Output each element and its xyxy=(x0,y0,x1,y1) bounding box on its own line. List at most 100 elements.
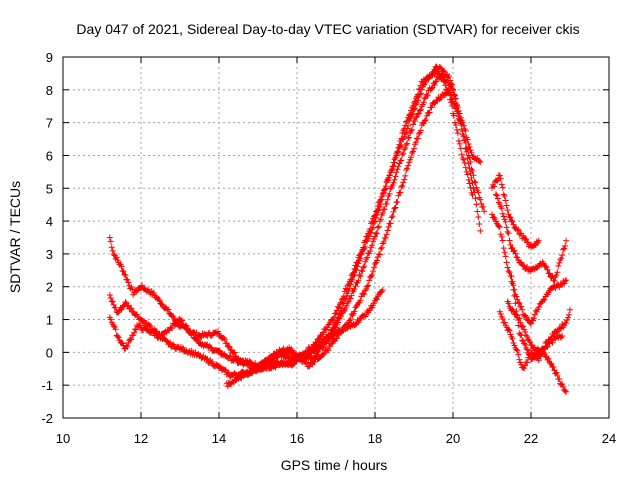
data-point xyxy=(505,211,512,218)
data-point xyxy=(184,325,191,332)
data-point xyxy=(399,151,406,158)
y-axis-label: SDTVAR / TECUs xyxy=(7,181,23,293)
x-axis-label: GPS time / hours xyxy=(281,457,388,473)
data-point xyxy=(334,314,341,321)
data-point xyxy=(497,231,504,238)
data-point xyxy=(110,251,117,258)
x-tick-label: 22 xyxy=(524,431,538,446)
data-point xyxy=(561,280,568,287)
data-point xyxy=(513,308,520,315)
data-point xyxy=(567,306,573,313)
data-point xyxy=(410,121,417,128)
data-point xyxy=(537,349,544,356)
data-point xyxy=(397,157,404,164)
data-point xyxy=(431,100,438,107)
data-point xyxy=(124,343,131,350)
data-point xyxy=(522,341,529,348)
data-point xyxy=(467,147,474,154)
data-point xyxy=(349,276,356,283)
data-point xyxy=(414,91,421,98)
data-point xyxy=(415,130,422,137)
data-point xyxy=(529,354,536,361)
data-point xyxy=(328,335,335,342)
data-point xyxy=(208,332,215,339)
data-point xyxy=(515,322,522,329)
data-point xyxy=(230,350,237,357)
data-point xyxy=(108,244,115,251)
data-point xyxy=(524,346,531,353)
data-point xyxy=(324,324,331,331)
data-point xyxy=(563,237,570,244)
data-point xyxy=(163,337,170,344)
data-point xyxy=(290,361,297,368)
data-point xyxy=(506,213,513,220)
data-point xyxy=(406,112,413,119)
data-point xyxy=(416,107,423,114)
data-point xyxy=(171,342,178,349)
data-point xyxy=(409,149,416,156)
data-point xyxy=(389,163,396,170)
data-point xyxy=(170,313,177,320)
data-point xyxy=(457,145,464,152)
data-point xyxy=(566,311,573,318)
data-point xyxy=(402,172,409,179)
data-point xyxy=(518,361,525,368)
data-point xyxy=(435,70,442,77)
data-point xyxy=(118,306,125,313)
data-point xyxy=(461,159,468,166)
data-point xyxy=(515,351,522,358)
data-point xyxy=(417,106,424,113)
data-point xyxy=(411,145,417,152)
data-point xyxy=(110,323,117,330)
data-point xyxy=(469,179,476,186)
data-point xyxy=(128,336,135,343)
data-point xyxy=(296,357,303,364)
data-point xyxy=(386,190,393,197)
data-point xyxy=(523,313,530,320)
x-tick-label: 16 xyxy=(290,431,304,446)
data-point xyxy=(382,234,389,241)
data-point xyxy=(454,130,461,137)
data-point xyxy=(515,299,522,306)
series-track-4 xyxy=(262,68,476,368)
data-point xyxy=(535,357,542,364)
data-point xyxy=(120,268,127,275)
data-point xyxy=(314,351,321,358)
data-point xyxy=(401,176,408,183)
data-point xyxy=(335,311,342,318)
data-point xyxy=(358,267,365,274)
data-point xyxy=(406,159,413,166)
data-point xyxy=(372,214,379,221)
data-point xyxy=(509,335,516,342)
data-point xyxy=(391,176,398,183)
data-point xyxy=(441,67,448,74)
data-point xyxy=(107,316,114,323)
data-point xyxy=(557,325,564,332)
data-point xyxy=(524,359,531,366)
data-point xyxy=(352,283,359,290)
y-tick-label: -2 xyxy=(41,411,53,426)
plot-frame xyxy=(62,56,610,419)
data-point xyxy=(509,280,516,287)
data-point xyxy=(559,252,566,259)
data-point xyxy=(361,291,368,298)
data-point xyxy=(518,303,525,310)
data-point xyxy=(478,200,485,207)
data-point xyxy=(465,160,472,167)
data-point xyxy=(357,273,364,280)
data-point xyxy=(150,289,157,296)
data-point xyxy=(446,89,453,96)
data-point xyxy=(498,181,505,188)
data-point xyxy=(496,172,503,179)
data-point xyxy=(405,135,412,142)
data-point xyxy=(383,200,390,207)
data-point xyxy=(451,104,458,111)
data-point xyxy=(521,340,528,347)
data-point xyxy=(494,195,501,202)
data-point xyxy=(411,99,417,106)
x-tick-label: 10 xyxy=(56,431,70,446)
data-point xyxy=(501,193,508,200)
data-point xyxy=(460,132,467,139)
data-point xyxy=(109,247,116,254)
